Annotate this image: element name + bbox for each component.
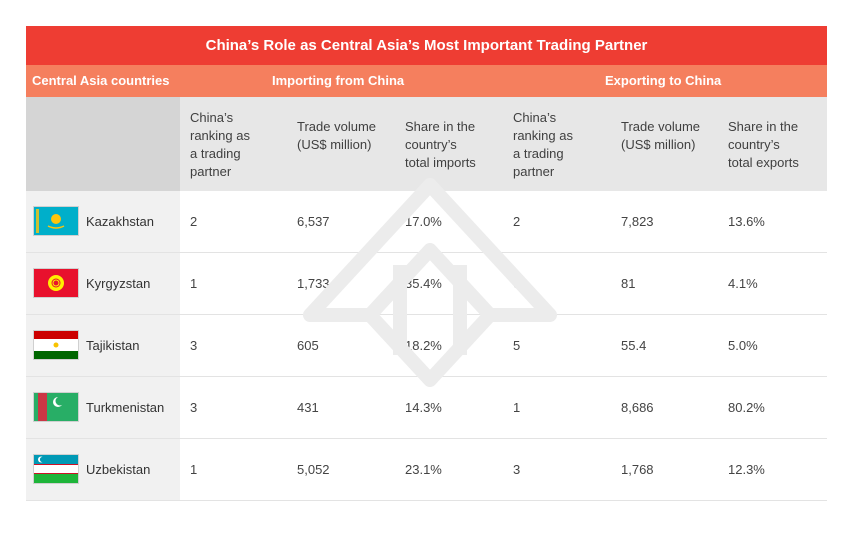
export-share-cell: 5.0% bbox=[728, 338, 758, 353]
import-volume-cell: 431 bbox=[297, 400, 319, 415]
header-importing: Importing from China bbox=[272, 73, 405, 88]
country-cell: Kazakhstan bbox=[26, 191, 180, 252]
col-header-export-ranking: China’s ranking as a trading partner bbox=[513, 110, 573, 179]
turkmenistan-flag-icon bbox=[34, 393, 78, 421]
export-ranking-cell: 3 bbox=[513, 462, 521, 477]
export-share-cell: 4.1% bbox=[728, 276, 758, 291]
table-row: Turkmenistan 3 431 14.3% 1 8,686 80.2% bbox=[26, 377, 827, 439]
country-cell: Kyrgyzstan bbox=[26, 253, 180, 314]
export-ranking-cell: 5 bbox=[513, 338, 521, 353]
country-name: Tajikistan bbox=[86, 338, 140, 353]
table-title: China’s Role as Central Asia’s Most Impo… bbox=[26, 26, 827, 65]
kazakhstan-flag-icon bbox=[34, 207, 78, 235]
export-share-cell: 13.6% bbox=[728, 214, 765, 229]
col-header-import-share: Share in the country’s total imports bbox=[405, 119, 476, 170]
export-volume-cell: 81 bbox=[621, 276, 636, 291]
export-ranking-cell: 1 bbox=[513, 400, 521, 415]
import-ranking-cell: 1 bbox=[190, 462, 198, 477]
col-header-import-volume: Trade volume (US$ million) bbox=[297, 119, 376, 152]
country-name: Kazakhstan bbox=[86, 214, 154, 229]
table-row: Tajikistan 3 605 18.2% 5 55.4 5.0% bbox=[26, 315, 827, 377]
export-ranking-cell: 6 bbox=[513, 276, 521, 291]
column-header-row: China’s ranking as a trading partner Tra… bbox=[26, 97, 827, 191]
import-share-cell: 18.2% bbox=[405, 338, 442, 353]
export-volume-cell: 8,686 bbox=[621, 400, 654, 415]
column-header-lead bbox=[26, 97, 180, 191]
country-cell: Turkmenistan bbox=[26, 377, 180, 438]
import-share-cell: 14.3% bbox=[405, 400, 442, 415]
export-volume-cell: 55.4 bbox=[621, 338, 647, 353]
import-share-cell: 23.1% bbox=[405, 462, 442, 477]
col-header-export-volume: Trade volume (US$ million) bbox=[621, 119, 700, 152]
import-ranking-cell: 1 bbox=[190, 276, 198, 291]
country-cell: Tajikistan bbox=[26, 315, 180, 376]
header-exporting: Exporting to China bbox=[605, 73, 722, 88]
import-volume-cell: 5,052 bbox=[297, 462, 330, 477]
export-volume-cell: 7,823 bbox=[621, 214, 654, 229]
import-ranking-cell: 3 bbox=[190, 400, 198, 415]
group-header-row: Central Asia countries Importing from Ch… bbox=[26, 65, 827, 97]
import-ranking-cell: 2 bbox=[190, 214, 198, 229]
export-share-cell: 80.2% bbox=[728, 400, 765, 415]
table-body: Kazakhstan 2 6,537 17.0% 2 7,823 13.6% Kyrgyzst… bbox=[26, 191, 827, 501]
kyrgyzstan-flag-icon bbox=[34, 269, 78, 297]
export-ranking-cell: 2 bbox=[513, 214, 521, 229]
country-name: Uzbekistan bbox=[86, 462, 151, 477]
country-cell: Uzbekistan bbox=[26, 439, 180, 500]
import-ranking-cell: 3 bbox=[190, 338, 198, 353]
import-share-cell: 17.0% bbox=[405, 214, 442, 229]
import-share-cell: 35.4% bbox=[405, 276, 442, 291]
uzbekistan-flag-icon bbox=[34, 455, 78, 483]
import-volume-cell: 605 bbox=[297, 338, 319, 353]
col-header-export-share: Share in the country’s total exports bbox=[728, 119, 799, 170]
import-volume-cell: 1,733 bbox=[297, 276, 330, 291]
country-name: Turkmenistan bbox=[86, 400, 165, 415]
trade-table: China’s Role as Central Asia’s Most Impo… bbox=[26, 26, 827, 501]
header-countries: Central Asia countries bbox=[32, 73, 170, 88]
table-row: Kazakhstan 2 6,537 17.0% 2 7,823 13.6% bbox=[26, 191, 827, 253]
country-name: Kyrgyzstan bbox=[86, 276, 151, 291]
export-volume-cell: 1,768 bbox=[621, 462, 654, 477]
import-volume-cell: 6,537 bbox=[297, 214, 330, 229]
table-row: Kyrgyzstan 1 1,733 35.4% 6 81 4.1% bbox=[26, 253, 827, 315]
table-row: Uzbekistan 1 5,052 23.1% 3 1,768 12.3% bbox=[26, 439, 827, 501]
tajikistan-flag-icon bbox=[34, 331, 78, 359]
export-share-cell: 12.3% bbox=[728, 462, 765, 477]
col-header-import-ranking: China’s ranking as a trading partner bbox=[190, 110, 250, 179]
